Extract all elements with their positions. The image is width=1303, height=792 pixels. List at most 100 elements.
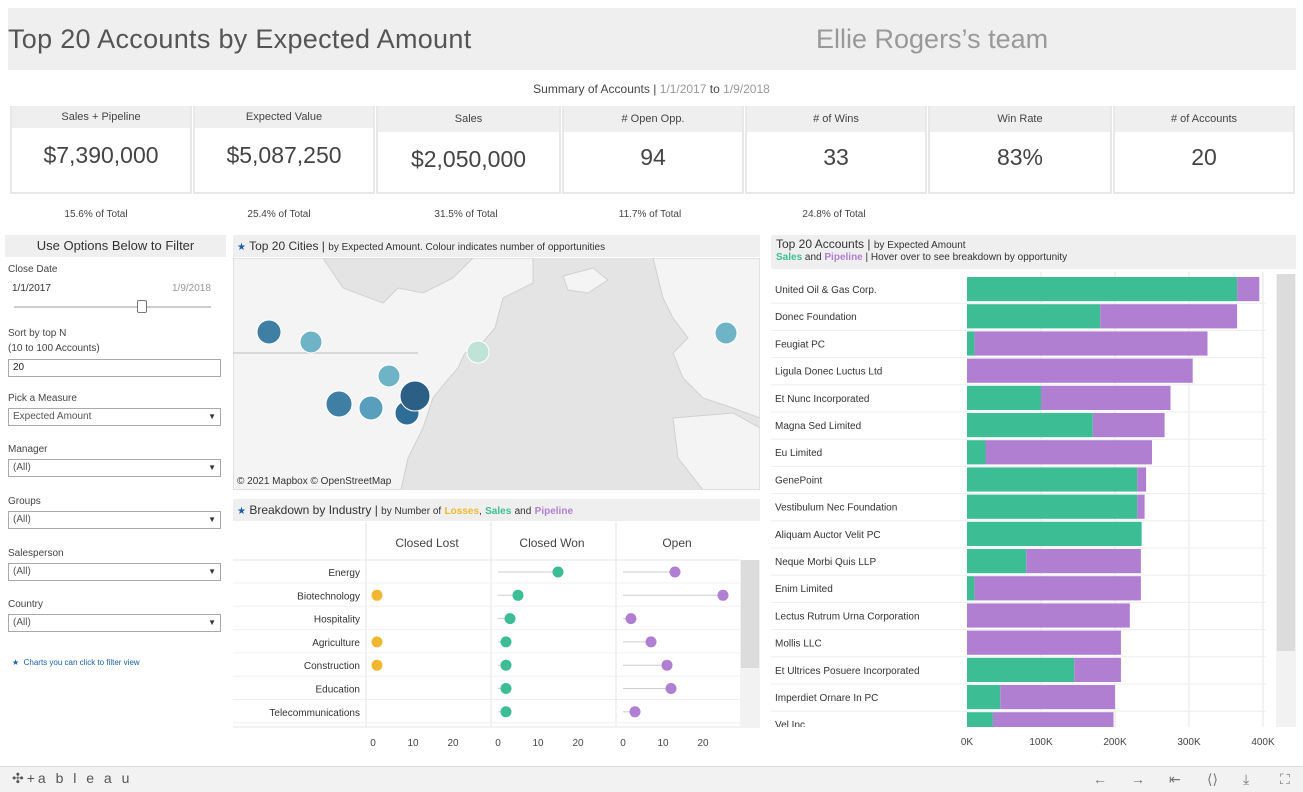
pipeline-bar[interactable] [1092,413,1165,438]
pipeline-bar[interactable] [985,440,1153,465]
sales-bar[interactable] [967,521,1142,546]
industry-dot[interactable] [371,636,383,648]
salesperson-value: (All) [13,566,31,577]
kpi-wins[interactable]: # of Wins 33 [745,106,927,194]
sales-bar[interactable] [967,304,1101,329]
pipeline-bar[interactable] [1237,277,1260,302]
account-label: Et Ultrices Posuere Incorporated [775,666,920,677]
sales-bar[interactable] [967,712,993,727]
measure-select[interactable]: Expected Amount ▼ [8,408,221,426]
industry-dot[interactable] [500,706,512,718]
tableau-logo[interactable]: ✣+a b l e a u [12,770,133,786]
pipeline-bar[interactable] [974,331,1208,356]
revert-icon[interactable]: ⇤ [1169,771,1181,787]
industry-dot[interactable] [500,659,512,671]
industry-dot[interactable] [629,706,641,718]
kpi-sales-pipeline[interactable]: Sales + Pipeline $7,390,000 [10,106,192,194]
sort-sublabel: (10 to 100 Accounts) [8,343,100,354]
top-accounts-chart[interactable]: United Oil & Gas Corp. Donec Foundation Fe… [771,272,1296,752]
pipeline-bar[interactable] [1000,685,1115,710]
pipeline-bar[interactable] [1137,494,1145,519]
kpi-sales[interactable]: Sales $2,050,000 [376,106,561,194]
pipeline-bar[interactable] [1026,549,1141,574]
top-accounts-title: Top 20 Accounts [776,237,865,251]
pipeline-bar[interactable] [967,603,1130,628]
sales-bar[interactable] [967,494,1138,519]
industry-label: Telecommunications [269,708,360,719]
sales-bar[interactable] [967,331,975,356]
x-tick-label: 10 [532,738,544,749]
sales-bar[interactable] [967,549,1027,574]
pipeline-bar[interactable] [1100,304,1238,329]
sales-bar[interactable] [967,385,1041,410]
industry-dot[interactable] [371,659,383,671]
pipeline-bar[interactable] [974,576,1141,601]
map-heading: ★ Top 20 Cities | by Expected Amount. Co… [233,235,760,257]
industry-label: Construction [304,661,360,672]
sort-top-n-input[interactable]: 20 [8,359,221,377]
industry-dot[interactable] [512,589,524,601]
industry-dot[interactable] [552,566,564,578]
sales-bar[interactable] [967,413,1093,438]
kpi-open-opp[interactable]: # Open Opp. 94 [562,106,744,194]
city-bubble[interactable] [358,395,384,421]
city-bubble[interactable] [377,364,401,388]
date-slider-handle[interactable] [137,300,148,313]
industry-dot[interactable] [665,683,677,694]
industry-dot[interactable] [645,636,657,648]
industry-dot[interactable] [625,613,637,625]
city-bubble[interactable] [299,330,323,354]
map-canvas[interactable]: © 2021 Mapbox © OpenStreetMap [233,258,760,490]
download-icon[interactable]: ⤓ [1243,771,1250,787]
city-bubble[interactable] [256,319,282,345]
industry-dot[interactable] [669,566,681,578]
industry-dot[interactable] [504,613,516,625]
pipeline-bar[interactable] [1074,657,1121,682]
sales-bar[interactable] [967,657,1075,682]
date-slider-track[interactable] [14,306,211,308]
kpi-pct-total: 11.7% of Total [618,209,682,220]
industry-label: Agriculture [312,638,360,649]
country-select[interactable]: (All) ▼ [8,614,221,632]
summary-to: to [709,82,720,96]
manager-select[interactable]: (All) ▼ [8,459,221,477]
pipeline-bar[interactable] [967,358,1193,383]
industry-dot[interactable] [500,683,512,694]
kpi-accounts[interactable]: # of Accounts 20 [1113,106,1295,194]
sales-bar[interactable] [967,277,1238,302]
cities-map[interactable]: © 2021 Mapbox © OpenStreetMap [233,258,760,490]
groups-select[interactable]: (All) ▼ [8,511,221,529]
sales-bar[interactable] [967,685,1001,710]
industry-heading: ★ Breakdown by Industry | by Number of L… [233,499,760,521]
account-label: Vel Inc [775,720,805,731]
sales-bar[interactable] [967,576,975,601]
sales-bar[interactable] [967,440,986,465]
industry-chart[interactable]: Closed Lost Closed Won Open Energy Biotechno… [233,522,766,758]
city-bubble[interactable] [325,390,353,418]
industry-dot[interactable] [371,589,383,601]
legend-pipeline: Pipeline [824,252,863,263]
kpi-expected-value[interactable]: Expected Value $5,087,250 [193,106,375,194]
industry-label: Energy [328,568,360,579]
salesperson-select[interactable]: (All) ▼ [8,563,221,581]
share-icon[interactable]: ⟨⟩ [1207,771,1218,787]
pipeline-bar[interactable] [1137,467,1147,492]
x-tick-label: 200K [1103,737,1127,748]
pipeline-bar[interactable] [967,630,1121,655]
sales-bar[interactable] [967,467,1138,492]
industry-dot[interactable] [500,636,512,648]
kpi-win-rate[interactable]: Win Rate 83% [928,106,1112,194]
scrollbar-thumb [1277,274,1295,651]
redo-icon[interactable]: → [1131,771,1145,787]
account-label: Magna Sed Limited [775,421,861,432]
city-bubble[interactable] [399,380,431,412]
kpi-pct-total: 24.8% of Total [802,209,866,220]
industry-dot[interactable] [717,589,729,601]
pipeline-bar[interactable] [1041,385,1171,410]
city-bubble[interactable] [466,340,490,364]
fullscreen-icon[interactable]: ⛶ [1280,771,1290,787]
pipeline-bar[interactable] [992,712,1114,727]
undo-icon[interactable]: ← [1093,771,1107,787]
city-bubble[interactable] [714,321,738,345]
industry-dot[interactable] [661,659,673,671]
